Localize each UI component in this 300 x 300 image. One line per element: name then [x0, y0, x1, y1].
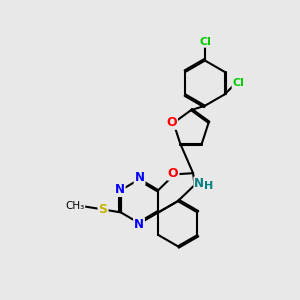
- Text: Cl: Cl: [232, 79, 244, 88]
- Text: CH₃: CH₃: [65, 202, 85, 212]
- Text: O: O: [168, 167, 178, 180]
- Text: N: N: [194, 177, 204, 190]
- Text: N: N: [134, 218, 144, 231]
- Text: O: O: [167, 116, 177, 129]
- Text: S: S: [98, 203, 107, 216]
- Text: N: N: [135, 171, 145, 184]
- Text: Cl: Cl: [199, 37, 211, 47]
- Text: N: N: [115, 183, 125, 196]
- Text: H: H: [204, 181, 213, 191]
